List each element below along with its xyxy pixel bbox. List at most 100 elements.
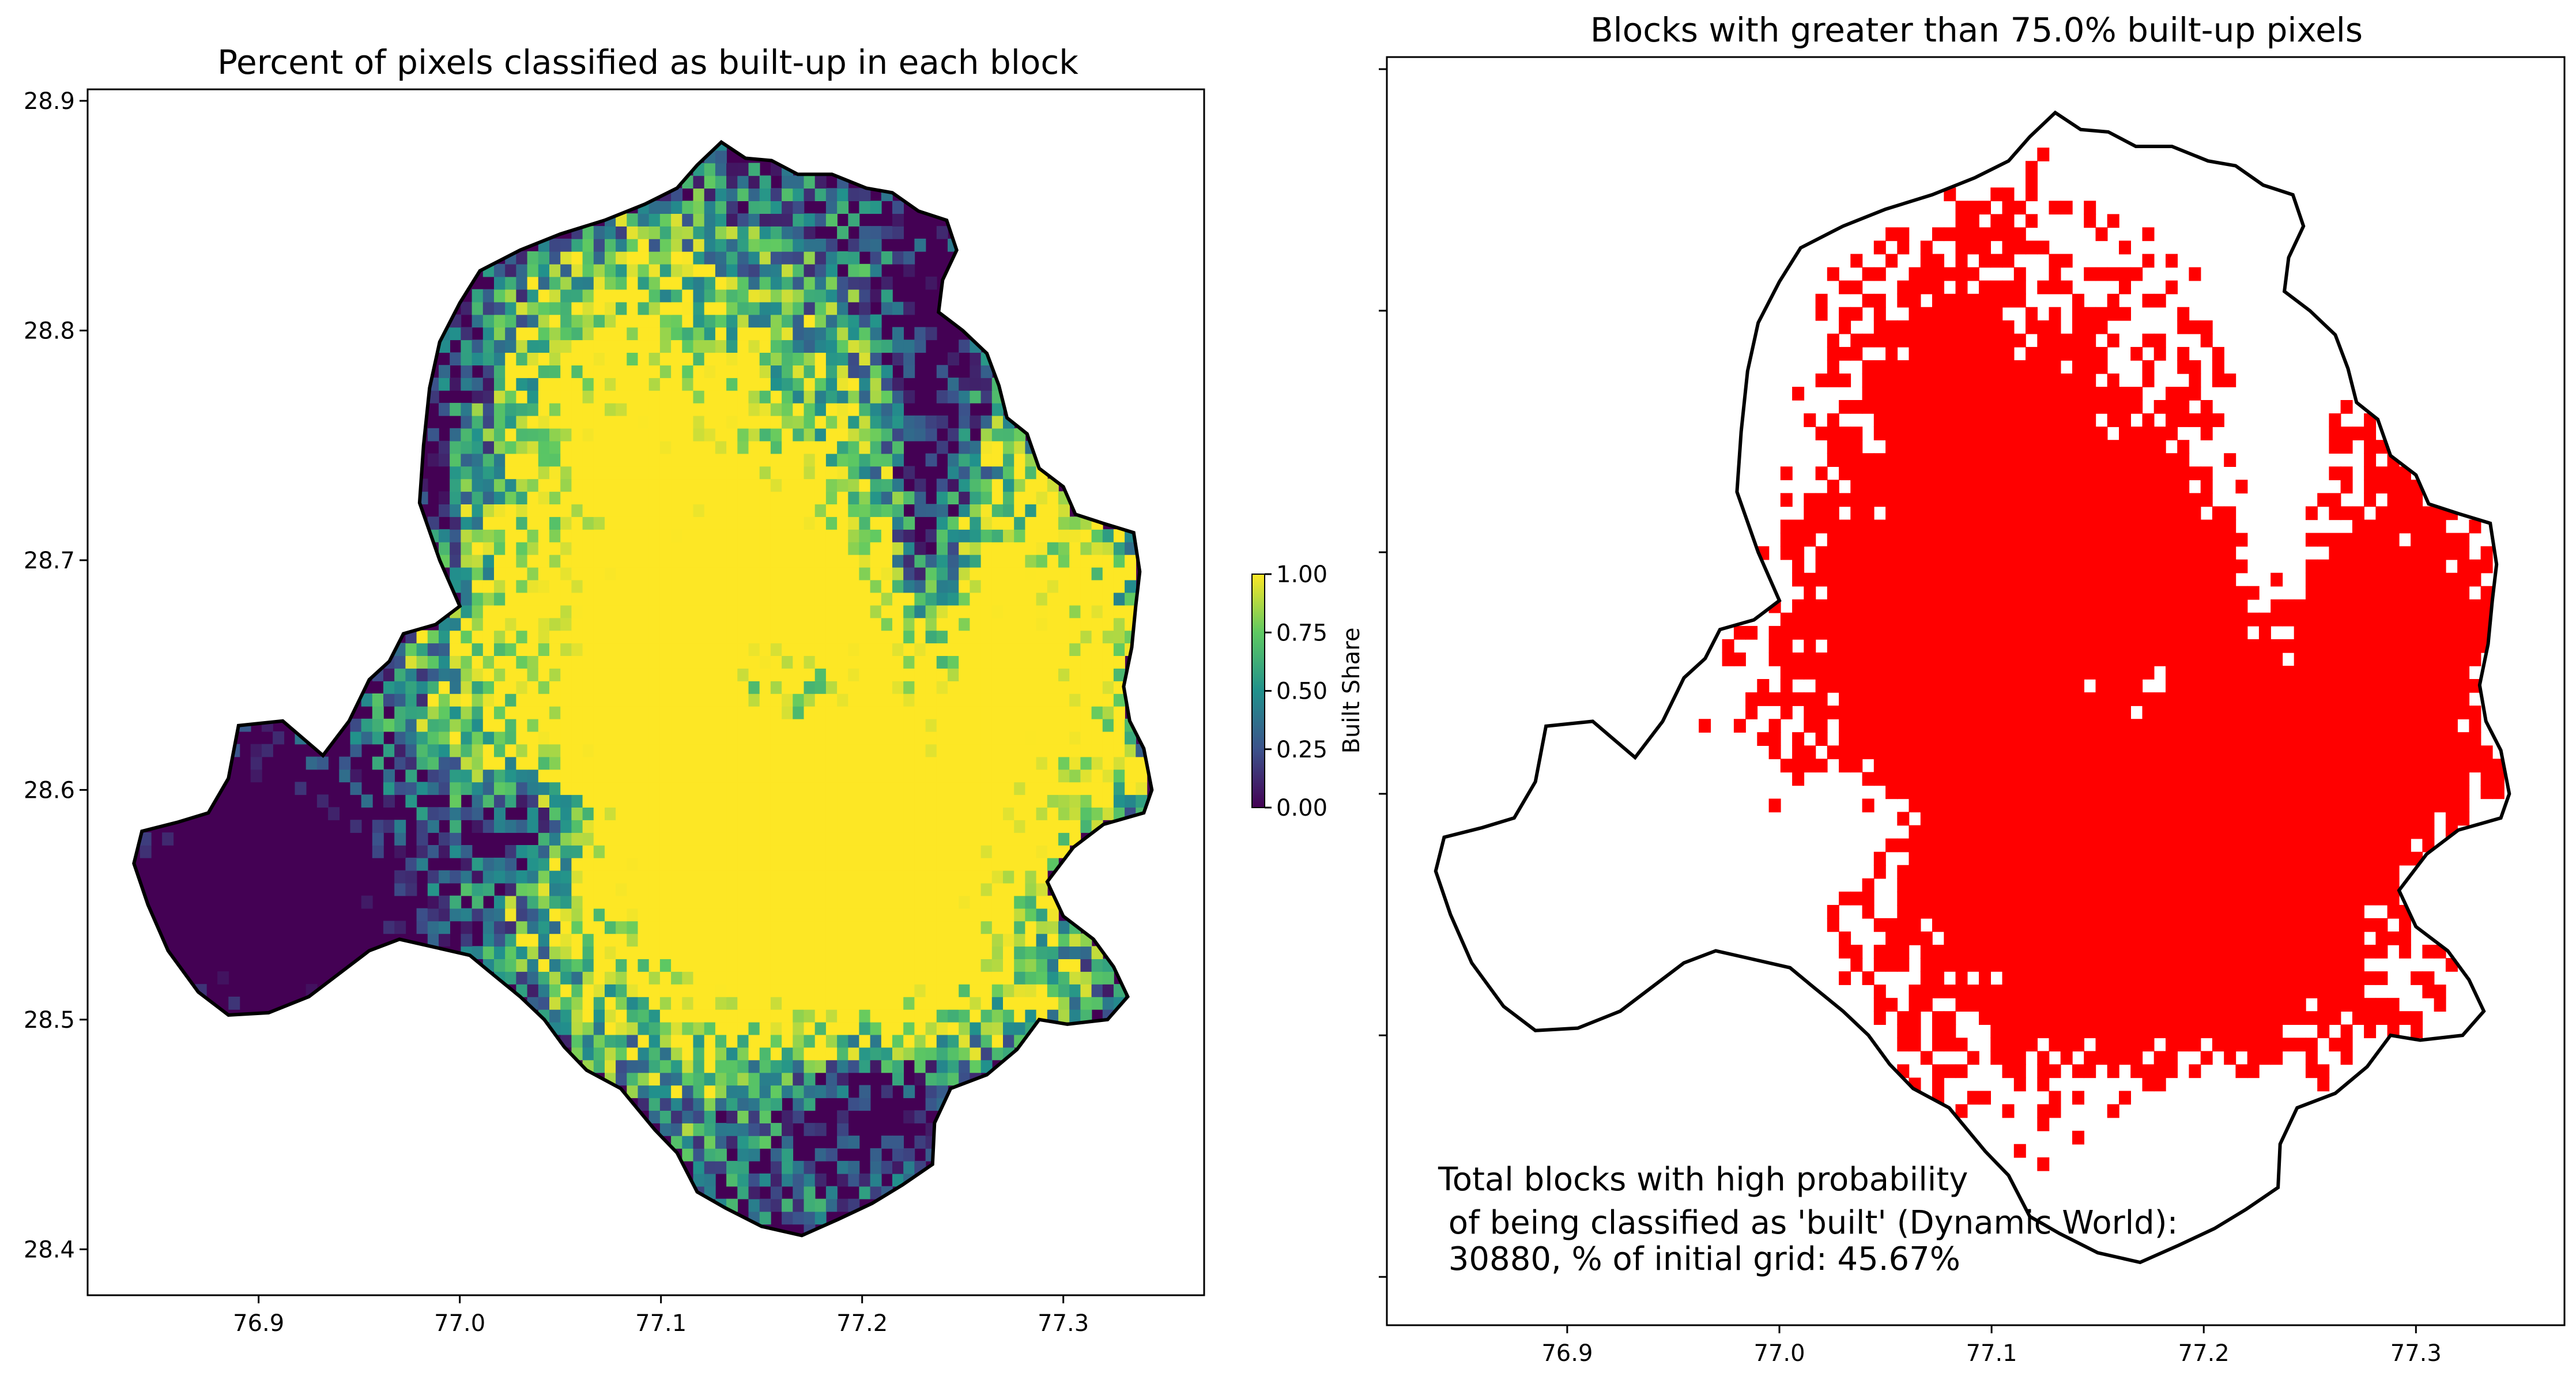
raster-cell [793,769,805,783]
threshold-cell [1990,891,2003,906]
raster-cell [859,807,871,820]
raster-cell [139,832,152,846]
raster-cell [1080,529,1092,542]
threshold-cell [2037,1024,2050,1039]
threshold-cell [2340,958,2353,972]
raster-cell [925,782,937,795]
raster-cell [439,921,450,934]
raster-cell [1080,807,1092,820]
raster-cell [870,579,882,593]
raster-cell [627,1034,639,1048]
threshold-cell [1955,785,1968,800]
raster-cell [903,832,915,846]
raster-cell [936,1059,948,1073]
raster-cell [648,314,661,328]
raster-cell [605,933,616,947]
threshold-cell [2270,798,2283,813]
raster-cell [571,630,583,644]
raster-cell [970,1021,982,1035]
raster-cell [782,327,794,341]
raster-cell [659,1047,672,1061]
raster-cell [782,1136,794,1149]
raster-cell [1003,617,1014,631]
threshold-cell [1990,812,2003,826]
raster-cell [859,706,871,719]
raster-cell [980,630,993,644]
threshold-cell [2189,878,2201,892]
raster-cell [837,1136,849,1149]
raster-cell [859,832,871,846]
raster-cell [793,681,805,694]
raster-cell [948,567,959,580]
raster-cell [638,807,650,820]
threshold-cell [2166,838,2178,853]
raster-cell [782,731,794,745]
raster-cell [648,226,661,239]
raster-cell [804,239,816,252]
raster-cell [505,453,517,467]
raster-cell [461,870,473,884]
threshold-cell [2247,865,2260,879]
raster-cell [472,428,484,442]
raster-cell [804,883,816,896]
threshold-cell [2294,1011,2306,1025]
raster-cell [659,971,672,985]
raster-cell [704,718,716,732]
raster-cell [914,340,926,353]
raster-cell [450,668,462,681]
threshold-cell [2142,891,2155,906]
raster-cell [948,946,959,959]
raster-cell [825,201,838,214]
raster-cell [482,731,495,745]
raster-cell [627,1009,639,1023]
raster-cell [549,617,561,631]
threshold-cell [2224,825,2236,839]
raster-cell [1080,605,1092,619]
raster-cell [814,706,827,719]
raster-cell [1091,997,1103,1010]
raster-cell [925,997,937,1010]
raster-cell [814,1047,827,1061]
threshold-cell [2224,891,2236,906]
raster-cell [394,832,406,846]
raster-cell [560,895,572,909]
raster-cell [571,997,583,1010]
raster-cell [427,630,439,644]
raster-cell [804,820,816,833]
raster-cell [1014,529,1026,542]
raster-cell [704,567,716,580]
raster-cell [726,592,738,606]
threshold-cell [2200,812,2213,826]
raster-cell [693,263,705,277]
threshold-cell [2317,1064,2330,1078]
raster-cell [870,378,882,391]
raster-cell [693,1072,705,1086]
raster-cell [450,832,462,846]
raster-cell [892,605,904,619]
threshold-cell [2026,1011,2038,1025]
raster-cell [914,921,926,934]
raster-cell [1069,731,1081,745]
threshold-cell [2434,785,2446,800]
raster-cell [959,478,971,492]
threshold-cell [2340,851,2353,866]
raster-cell [859,921,871,934]
raster-cell [1036,845,1048,858]
raster-cell [1014,491,1026,504]
raster-cell [1047,681,1059,694]
threshold-cell [1967,865,1979,879]
raster-cell [405,668,417,681]
threshold-cell [2095,918,2108,932]
raster-cell [804,365,816,378]
raster-cell [782,365,794,378]
raster-cell [859,516,871,530]
raster-cell [737,1148,749,1161]
raster-cell [859,845,871,858]
raster-cell [1003,857,1014,871]
raster-cell [1058,643,1070,656]
raster-cell [837,453,849,467]
raster-cell [593,883,605,896]
raster-cell [959,1059,971,1073]
raster-cell [516,794,528,808]
raster-cell [1003,453,1014,467]
